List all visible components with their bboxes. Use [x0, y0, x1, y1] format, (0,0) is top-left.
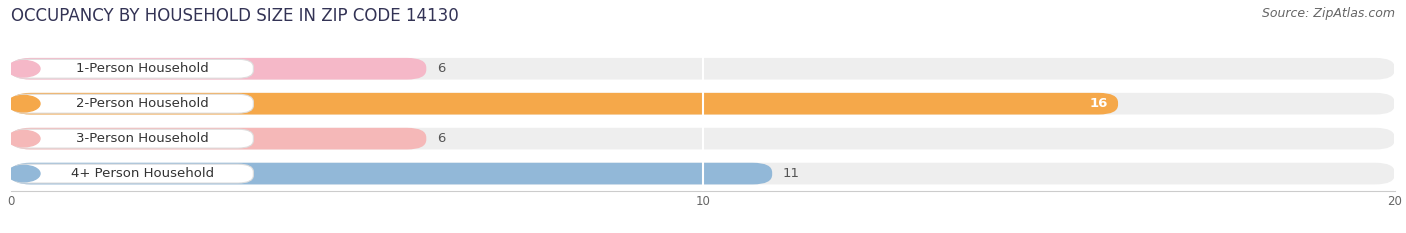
FancyBboxPatch shape — [11, 128, 1395, 150]
FancyBboxPatch shape — [11, 128, 426, 150]
Circle shape — [7, 61, 39, 77]
Text: Source: ZipAtlas.com: Source: ZipAtlas.com — [1261, 7, 1395, 20]
FancyBboxPatch shape — [11, 58, 1395, 80]
FancyBboxPatch shape — [11, 58, 426, 80]
FancyBboxPatch shape — [11, 94, 253, 113]
Circle shape — [7, 96, 39, 112]
FancyBboxPatch shape — [11, 164, 253, 183]
FancyBboxPatch shape — [11, 93, 1395, 115]
Text: 16: 16 — [1090, 97, 1108, 110]
FancyBboxPatch shape — [11, 59, 253, 78]
Circle shape — [7, 165, 39, 182]
FancyBboxPatch shape — [11, 129, 253, 148]
Text: 3-Person Household: 3-Person Household — [76, 132, 209, 145]
Text: 4+ Person Household: 4+ Person Household — [72, 167, 214, 180]
Text: 1-Person Household: 1-Person Household — [76, 62, 209, 75]
Text: 11: 11 — [783, 167, 800, 180]
Text: 6: 6 — [437, 132, 446, 145]
Text: 6: 6 — [437, 62, 446, 75]
Text: 2-Person Household: 2-Person Household — [76, 97, 209, 110]
FancyBboxPatch shape — [11, 163, 1395, 185]
FancyBboxPatch shape — [11, 163, 772, 185]
Text: OCCUPANCY BY HOUSEHOLD SIZE IN ZIP CODE 14130: OCCUPANCY BY HOUSEHOLD SIZE IN ZIP CODE … — [11, 7, 458, 25]
Circle shape — [7, 130, 39, 147]
FancyBboxPatch shape — [11, 93, 1118, 115]
